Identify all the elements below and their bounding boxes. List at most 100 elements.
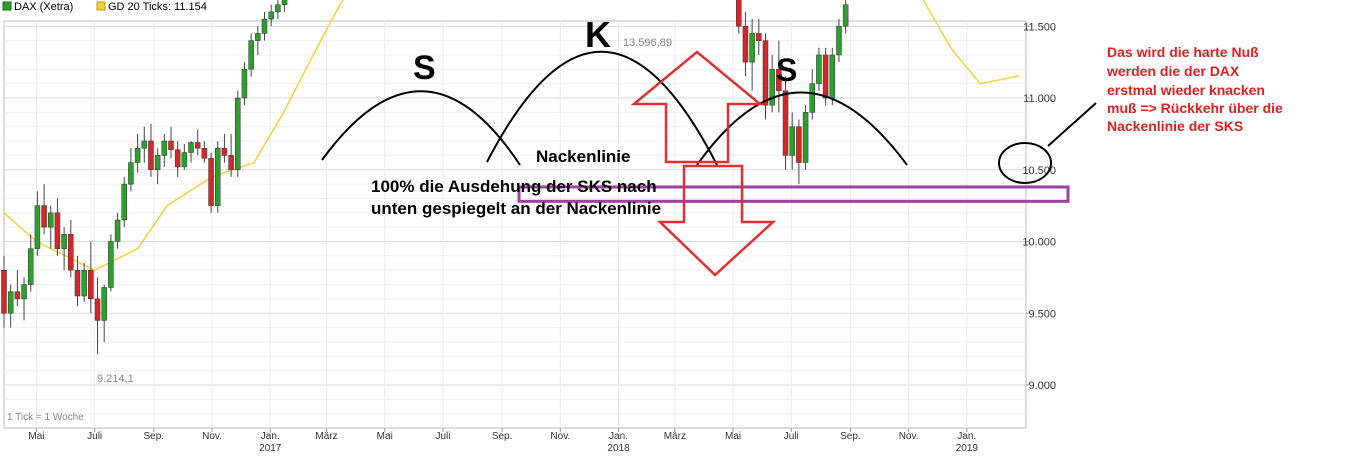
x-tick-label: Mai (725, 431, 741, 442)
candle-body (836, 26, 842, 56)
candle (188, 141, 194, 163)
candles (1, 0, 849, 355)
candle-body (776, 69, 782, 92)
zones (517, 185, 1070, 203)
candle (789, 112, 795, 170)
candle-body (48, 212, 54, 228)
candle (94, 277, 101, 355)
candle (114, 212, 121, 249)
candle (88, 241, 94, 314)
y-tick-label: 11.500 (1023, 21, 1056, 33)
candle (1, 255, 7, 328)
candle (281, 0, 288, 12)
candle-body (34, 205, 41, 249)
candle (829, 47, 836, 106)
candle (168, 126, 174, 159)
candle-body (114, 219, 121, 242)
candle (268, 4, 274, 27)
candle (809, 69, 815, 120)
candle (21, 277, 27, 321)
x-tick-label: Mai (28, 431, 44, 442)
candle (769, 54, 775, 113)
y-tick-label: 9.500 (1028, 308, 1056, 320)
candle-body (241, 69, 248, 99)
candle (74, 255, 81, 307)
candle-body (101, 287, 107, 321)
plot-area (3, 20, 1027, 429)
candle (181, 143, 188, 170)
x-tick-label: Sep. (492, 431, 513, 442)
candle-body (769, 69, 775, 106)
label-head: K (585, 14, 611, 55)
candle-body (228, 155, 234, 170)
candle (802, 105, 809, 170)
x-tick-label: Juli (784, 431, 799, 442)
x-tick-label: Sep. (144, 431, 165, 442)
candle (756, 19, 762, 55)
candle (762, 33, 769, 120)
candle-body (121, 183, 127, 221)
x-tick-label: März (664, 431, 686, 442)
candle-body (161, 140, 168, 156)
y-axis: 9.0009.50010.00010.50011.00011.50012.000… (1022, 21, 1056, 392)
candle-body (81, 269, 87, 297)
candle-body (54, 212, 61, 249)
legend-label-ma: GD 20 Ticks: 11.154 (108, 1, 207, 13)
candle-body (281, 0, 288, 5)
candle (41, 184, 47, 235)
x-tick-label: Jan. (261, 431, 280, 442)
candle (7, 284, 14, 328)
candle (776, 40, 782, 113)
candle-body (261, 18, 268, 34)
candle (742, 11, 749, 77)
candle-body (789, 126, 795, 156)
candle-body (822, 54, 829, 99)
label-left-shoulder: S (413, 49, 436, 87)
down-arrow (656, 164, 777, 277)
candle (842, 0, 849, 34)
comment-line: muß => Rückkehr über die (1107, 100, 1283, 116)
label-projection-2: unten gespiegelt an der Nackenlinie (371, 199, 661, 218)
candle (148, 123, 154, 177)
candle (34, 191, 41, 256)
candle (235, 90, 241, 177)
candle-body (215, 147, 221, 206)
candle-body (134, 147, 141, 163)
candle (154, 148, 161, 185)
left-shoulder-arc (321, 90, 521, 166)
candle (275, 0, 281, 20)
candle-body (61, 234, 67, 249)
candle (194, 129, 201, 156)
candle-body (275, 4, 281, 13)
legend-label-dax: DAX (Xetra) (14, 1, 73, 13)
candle-body (762, 40, 769, 106)
x-tick-label: Nov. (899, 431, 919, 442)
candle (796, 119, 802, 185)
candle (215, 141, 221, 213)
candle-body (154, 155, 161, 170)
candle-body (68, 234, 74, 271)
candle-body (809, 83, 815, 113)
candle-body (221, 147, 228, 156)
candle (134, 133, 141, 173)
x-tick-label: März (315, 431, 337, 442)
footer-note: 1 Tick = 1 Woche (7, 412, 84, 423)
candle-body (208, 158, 214, 206)
candle-body (108, 241, 114, 288)
candle-body (1, 269, 7, 314)
candle-body (842, 4, 849, 27)
candle-body (235, 97, 241, 170)
candle (81, 263, 87, 302)
candle-body (829, 54, 836, 99)
candle (14, 270, 21, 307)
candle-body (749, 33, 755, 63)
candle (128, 148, 134, 192)
x-tick-label: Juli (435, 431, 450, 442)
candle (228, 133, 234, 177)
legend-swatch-dax (2, 1, 12, 11)
candle (61, 227, 67, 271)
candle-body (796, 126, 802, 163)
comment-line: Nackenlinie der SKS (1107, 118, 1243, 134)
x-tick-label: Sep. (840, 431, 861, 442)
pointer-line (1047, 102, 1097, 147)
